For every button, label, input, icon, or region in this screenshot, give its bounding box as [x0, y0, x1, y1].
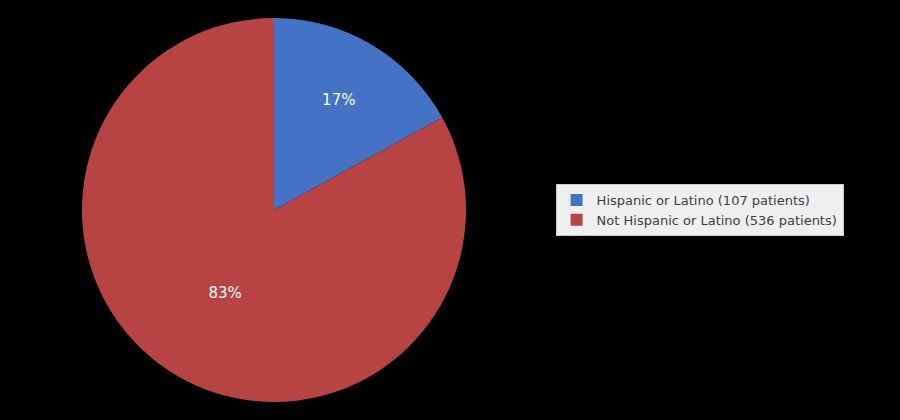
svg-text:83%: 83%: [208, 284, 241, 302]
svg-text:Not Hispanic or Latino (536 pa: Not Hispanic or Latino (536 patients): [597, 213, 837, 228]
svg-text:Hispanic or Latino (107 patien: Hispanic or Latino (107 patients): [597, 193, 810, 208]
svg-text:17%: 17%: [322, 91, 355, 109]
